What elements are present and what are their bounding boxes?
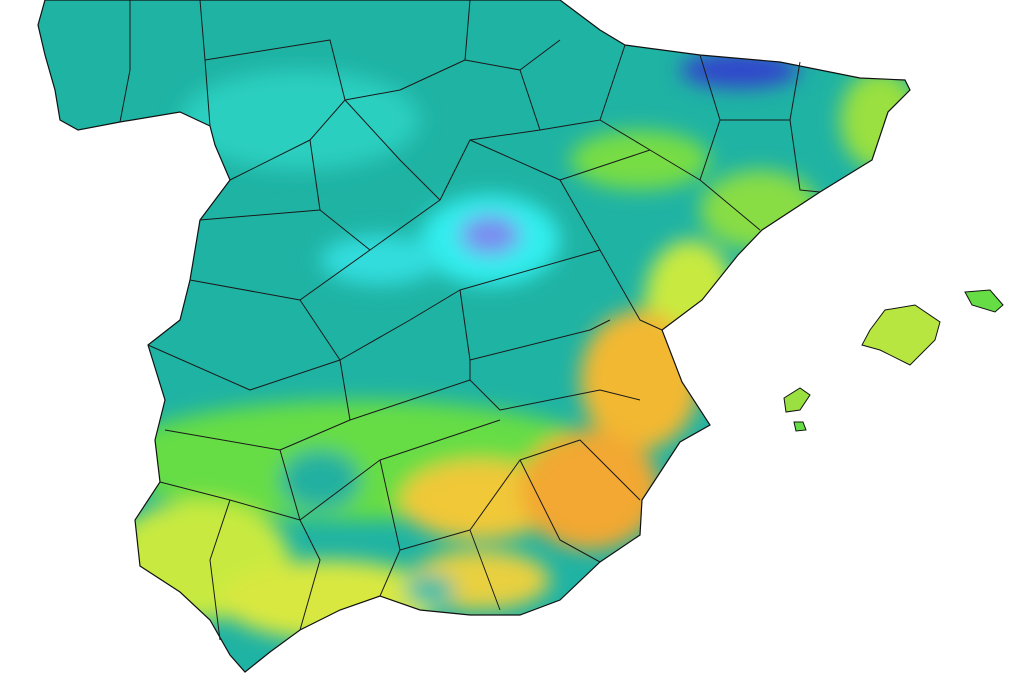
province-borders <box>119 0 821 641</box>
coastline <box>37 0 911 673</box>
balearic-islands <box>783 289 1004 432</box>
